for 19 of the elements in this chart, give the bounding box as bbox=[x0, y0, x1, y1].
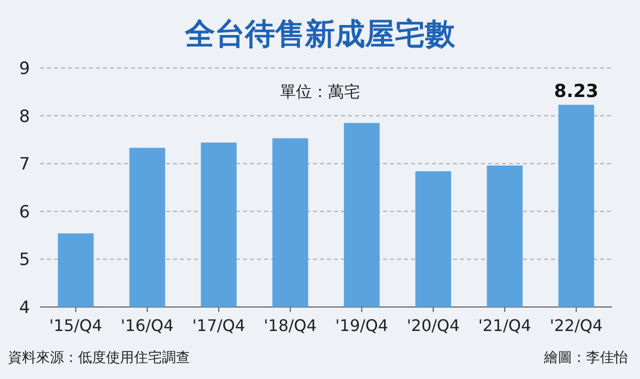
x-tick-label: '16/Q4 bbox=[120, 316, 174, 335]
chart-title: 全台待售新成屋宅數 bbox=[184, 17, 456, 52]
y-tick-label: 9 bbox=[19, 59, 30, 79]
x-tick-label: '17/Q4 bbox=[192, 316, 246, 335]
source-note: 資料來源：低度使用住宅調查 bbox=[8, 350, 190, 366]
text: 單位：萬宅 bbox=[280, 82, 360, 101]
data-label: 8.23 bbox=[554, 80, 598, 102]
y-tick-label: 6 bbox=[19, 202, 30, 222]
y-tick-label: 5 bbox=[19, 250, 30, 270]
y-tick-label: 4 bbox=[19, 298, 30, 318]
x-tick-label: '20/Q4 bbox=[406, 316, 460, 335]
x-tick-label: '18/Q4 bbox=[264, 316, 317, 335]
x-tick-label: '15/Q4 bbox=[49, 316, 102, 335]
y-tick-label: 7 bbox=[19, 154, 30, 175]
x-tick-label: '19/Q4 bbox=[335, 316, 388, 335]
text: 繪圖：李佳怡 bbox=[543, 350, 628, 366]
x-tick-label: '22/Q4 bbox=[550, 316, 603, 335]
y-tick-label: 8 bbox=[19, 106, 30, 127]
x-tick-label: '21/Q4 bbox=[478, 316, 532, 335]
